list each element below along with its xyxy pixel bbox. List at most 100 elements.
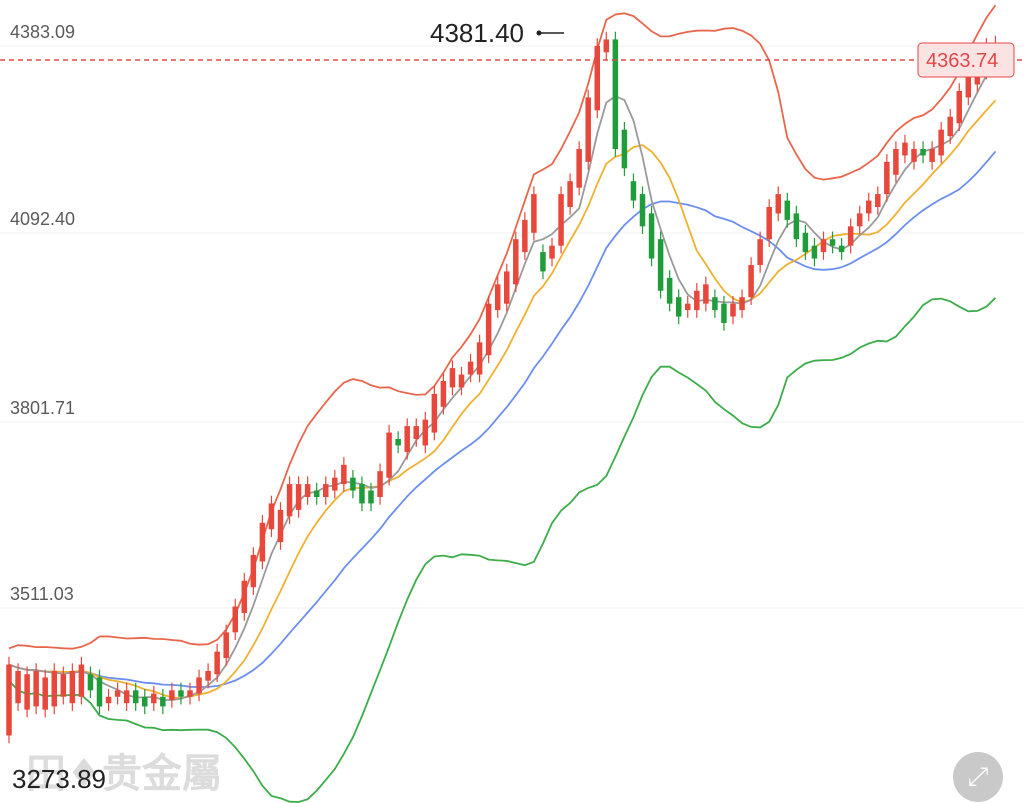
watermark-text: 田♦贵金屬 [26,751,222,797]
candle [60,666,67,705]
candle [513,231,519,293]
candle [811,237,818,267]
candle [449,360,456,396]
candle [866,192,872,222]
bollinger-lower-line [8,297,997,803]
candle [440,373,447,415]
candle [386,424,392,486]
candle [341,457,347,492]
candle [214,643,220,682]
y-tick-label: 4383.09 [10,22,75,42]
candle [96,669,103,715]
candle [359,476,365,512]
candle [196,669,202,702]
candle [585,89,591,170]
candle [323,476,329,505]
candle [639,186,646,235]
indicator-lines [8,4,997,803]
candle [721,295,727,331]
candle [259,515,266,570]
candle [648,205,655,267]
candle [15,663,21,711]
candle [142,689,148,715]
candle [766,199,772,247]
candle [87,666,94,699]
current-price-label: 4363.74 [926,50,998,72]
candle [286,476,293,525]
watermark: 田♦贵金屬 [26,751,222,797]
candle [105,689,112,711]
expand-button[interactable]: ⤢ [953,752,1003,802]
ma20-line [8,150,997,689]
candle [911,141,917,170]
high-marker: 4381.40 [430,18,564,48]
low-marker: 3273.89 [12,764,106,794]
candle [793,205,800,247]
candle [69,663,76,711]
candle [295,476,302,518]
high-marker-label: 4381.40 [430,18,524,48]
y-tick-label: 3511.03 [10,584,74,604]
candle [458,366,465,396]
candle [920,141,926,164]
candle [929,141,935,170]
candle [820,231,827,260]
candle [802,225,809,260]
candle [51,663,57,715]
candle [666,270,673,312]
candle [739,289,745,318]
candle [431,386,438,441]
candle [494,276,501,318]
candle [277,502,284,550]
candle [757,231,763,273]
candle [938,121,944,164]
candle [123,682,130,711]
bollinger-upper-line [8,4,997,650]
candle [78,656,85,705]
candle [223,624,229,666]
candle [422,411,429,454]
candle [42,669,48,718]
candle [350,469,356,499]
candle [657,231,664,299]
candle [522,212,528,260]
candle [775,186,781,222]
candle [712,289,718,318]
candle [160,689,166,715]
candle [178,682,184,705]
ma5-line [8,60,997,701]
candle [893,141,899,183]
candle [377,463,383,505]
candle [404,418,410,460]
candle [476,334,483,383]
candle [187,682,193,705]
candle [703,276,709,312]
candle [784,192,791,228]
candle [947,109,953,144]
candle [875,186,881,215]
candle [603,31,610,61]
candle [675,289,682,325]
candle [856,205,863,235]
candle [829,231,836,254]
candle [576,141,582,196]
candle [6,656,12,744]
candle [540,244,546,280]
candle [250,547,257,595]
candle [268,495,275,537]
candles [6,31,999,744]
candle [485,295,492,363]
candle [549,237,555,267]
candle [748,257,754,305]
y-axis: 4383.09 4092.40 3801.71 3511.03 [10,22,75,604]
candle [567,173,573,215]
candle [413,418,419,447]
candle [884,154,890,202]
y-tick-label: 3801.71 [10,398,75,418]
candle [685,295,691,318]
candle [132,682,139,711]
candle [304,476,311,505]
candle [114,682,121,705]
candle [630,173,637,209]
